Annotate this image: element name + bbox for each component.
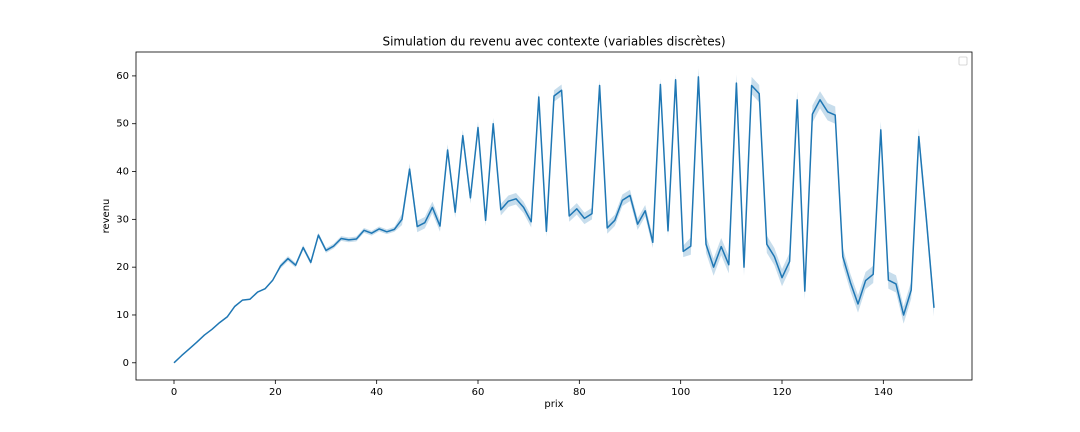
x-tick-label: 120 — [772, 387, 791, 398]
y-tick-label: 0 — [123, 358, 129, 369]
x-tick-label: 60 — [472, 387, 485, 398]
y-tick-label: 60 — [116, 71, 129, 82]
x-tick-label: 100 — [671, 387, 690, 398]
plot-frame — [135, 51, 973, 381]
y-axis-label: revenu — [101, 199, 112, 234]
y-tick-label: 20 — [116, 262, 129, 273]
y-tick-label: 50 — [116, 119, 129, 130]
x-tick-label: 20 — [269, 387, 282, 398]
x-tick-label: 140 — [874, 387, 893, 398]
line — [173, 76, 935, 364]
x-tick-label: 0 — [171, 387, 177, 398]
chart-title: Simulation du revenu avec contexte (vari… — [382, 35, 725, 49]
confidence-band — [174, 68, 934, 363]
y-tick-label: 40 — [116, 167, 129, 178]
y-tick-label: 10 — [116, 310, 129, 321]
x-tick-label: 80 — [573, 387, 586, 398]
x-tick-label: 40 — [370, 387, 383, 398]
legend — [958, 56, 968, 66]
x-axis-label: prix — [544, 399, 563, 410]
y-tick-label: 30 — [116, 214, 129, 225]
